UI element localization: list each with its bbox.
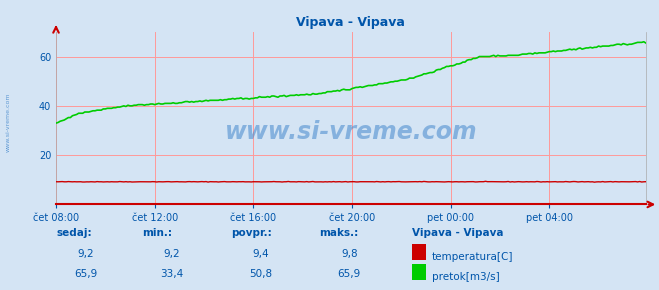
- Text: www.si-vreme.com: www.si-vreme.com: [5, 92, 11, 152]
- Text: 9,2: 9,2: [163, 249, 180, 259]
- Text: temperatura[C]: temperatura[C]: [432, 252, 513, 262]
- Text: pretok[m3/s]: pretok[m3/s]: [432, 272, 500, 282]
- Text: www.si-vreme.com: www.si-vreme.com: [225, 120, 477, 144]
- Text: 9,2: 9,2: [77, 249, 94, 259]
- Text: 9,4: 9,4: [252, 249, 269, 259]
- Text: 65,9: 65,9: [74, 269, 98, 279]
- Text: maks.:: maks.:: [320, 228, 359, 238]
- Text: min.:: min.:: [142, 228, 172, 238]
- Text: 33,4: 33,4: [159, 269, 183, 279]
- Text: Vipava - Vipava: Vipava - Vipava: [412, 228, 503, 238]
- Text: 9,8: 9,8: [341, 249, 358, 259]
- Text: sedaj:: sedaj:: [56, 228, 92, 238]
- Text: povpr.:: povpr.:: [231, 228, 272, 238]
- Title: Vipava - Vipava: Vipava - Vipava: [297, 16, 405, 29]
- Text: 50,8: 50,8: [248, 269, 272, 279]
- Text: 65,9: 65,9: [337, 269, 361, 279]
